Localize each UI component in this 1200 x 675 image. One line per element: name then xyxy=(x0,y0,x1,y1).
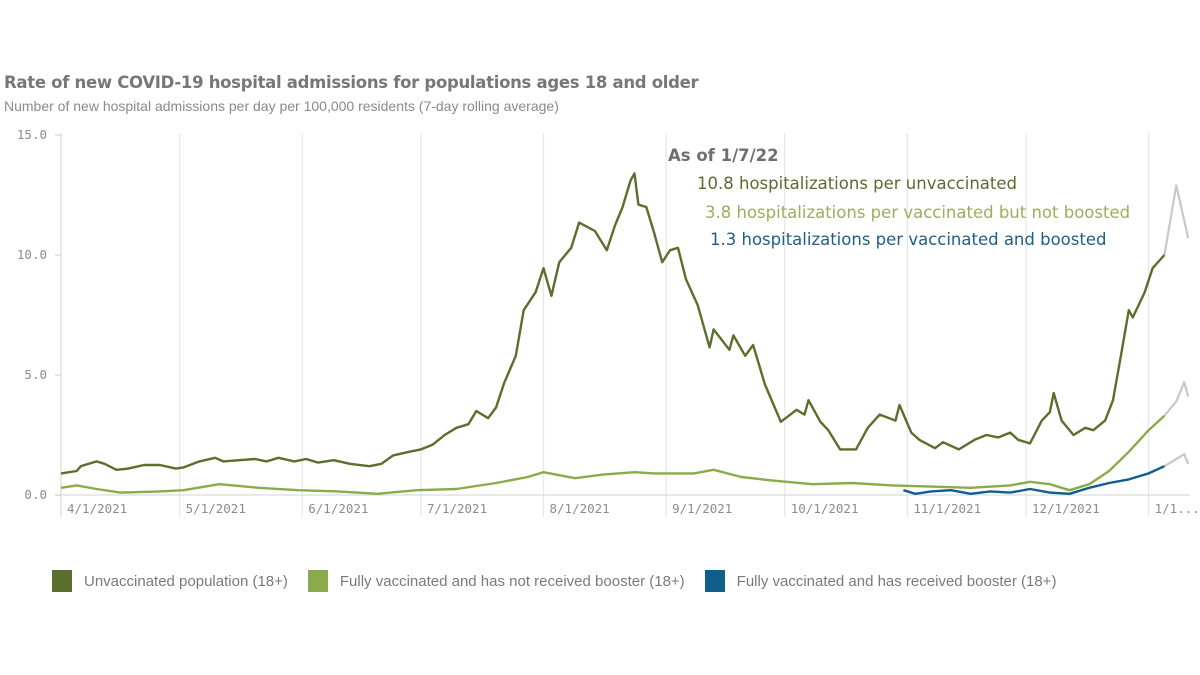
series-lines xyxy=(60,172,1190,495)
series-1-line xyxy=(60,414,1166,495)
legend-item-vaccinated-boosted[interactable]: Fully vaccinated and has received booste… xyxy=(704,570,1057,592)
legend-swatch-unvaccinated xyxy=(52,570,72,592)
chart-title: Rate of new COVID-19 hospital admissions… xyxy=(4,73,699,92)
legend-item-vaccinated-not-boosted[interactable]: Fully vaccinated and has not received bo… xyxy=(307,570,685,592)
annotation-heading: As of 1/7/22 xyxy=(668,146,779,165)
x-tick-label: 12/1/2021 xyxy=(1032,501,1100,516)
annotation-vaccinated-boosted: 1.3 hospitalizations per vaccinated and … xyxy=(710,230,1107,249)
legend-item-unvaccinated[interactable]: Unvaccinated population (18+) xyxy=(52,570,288,592)
x-tick-label: 10/1/2021 xyxy=(791,501,859,516)
x-tick-label: 7/1/2021 xyxy=(427,501,487,516)
series-1-provisional-line xyxy=(1163,381,1190,417)
x-tick-label: 1/1... xyxy=(1155,501,1200,516)
x-tick-label: 11/1/2021 xyxy=(913,501,981,516)
x-tick-label: 9/1/2021 xyxy=(672,501,732,516)
y-tick-label: 0.0 xyxy=(24,487,47,502)
x-tick-label: 8/1/2021 xyxy=(550,501,610,516)
y-tick-label: 5.0 xyxy=(24,367,47,382)
chart-subtitle: Number of new hospital admissions per da… xyxy=(4,98,559,114)
x-tick-label: 6/1/2021 xyxy=(308,501,368,516)
tick-labels: 0.0 5.0 10.0 15.0 4/1/2021 5/1/2021 6/1/2021 7/… xyxy=(17,127,1200,516)
series-2-line xyxy=(903,465,1165,495)
axes xyxy=(55,133,1190,517)
x-tick-label: 5/1/2021 xyxy=(186,501,246,516)
legend-swatch-vaccinated-not-boosted xyxy=(307,570,328,592)
grid-lines xyxy=(179,133,1150,517)
x-tick-label: 4/1/2021 xyxy=(67,501,127,516)
series-2-provisional-line xyxy=(1163,453,1190,468)
legend-swatch-vaccinated-boosted xyxy=(704,570,725,592)
series-0-line xyxy=(60,172,1166,475)
chart-legend: Unvaccinated population (18+) Fully vacc… xyxy=(52,570,1076,592)
legend-label: Unvaccinated population (18+) xyxy=(84,572,288,590)
legend-label: Fully vaccinated and has received booste… xyxy=(736,572,1057,590)
series-0-provisional-line xyxy=(1163,184,1190,256)
annotation-vaccinated-not-boosted: 3.8 hospitalizations per vaccinated but … xyxy=(705,203,1131,222)
y-tick-label: 15.0 xyxy=(17,127,47,142)
legend-label: Fully vaccinated and has not received bo… xyxy=(339,572,685,590)
y-tick-label: 10.0 xyxy=(17,247,47,262)
annotation-unvaccinated: 10.8 hospitalizations per unvaccinated xyxy=(697,174,1017,193)
